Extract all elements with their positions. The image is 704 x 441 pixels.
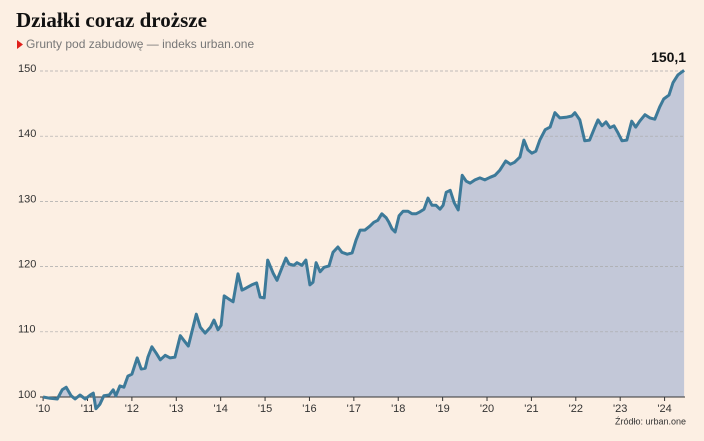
x-tick-label: '14 xyxy=(213,403,227,415)
area xyxy=(43,70,685,409)
chart-title: Działki coraz droższe xyxy=(16,8,207,32)
x-tick-label: '11 xyxy=(81,403,95,415)
y-tick-label: 130 xyxy=(18,193,36,205)
subtitle-marker xyxy=(17,40,23,49)
x-tick-label: '12 xyxy=(125,403,139,415)
x-tick-label: '10 xyxy=(36,403,50,415)
x-tick-label: '13 xyxy=(169,403,183,415)
x-tick-label: '20 xyxy=(480,403,494,415)
x-tick-label: '21 xyxy=(524,403,538,415)
x-tick-label: '16 xyxy=(302,403,316,415)
line xyxy=(42,69,685,411)
x-tick-label: '22 xyxy=(569,403,583,415)
annotation: 150,1 xyxy=(651,49,686,65)
x-tick-label: '15 xyxy=(258,403,272,415)
x-tick-label: '19 xyxy=(435,403,449,415)
x-tick-label: '17 xyxy=(347,403,361,415)
x-tick-label: '18 xyxy=(391,403,405,415)
y-tick-label: 150 xyxy=(18,63,36,75)
x-tick-label: '23 xyxy=(613,403,627,415)
x-tick-label: '24 xyxy=(657,403,671,415)
source: Źródło: urban.one xyxy=(615,416,686,426)
y-tick-label: 100 xyxy=(18,389,36,401)
y-tick-label: 120 xyxy=(18,259,36,271)
y-tick-label: 110 xyxy=(18,324,36,336)
chart-subtitle: Grunty pod zabudowę — indeks urban.one xyxy=(26,37,254,51)
y-tick-label: 140 xyxy=(18,128,36,140)
